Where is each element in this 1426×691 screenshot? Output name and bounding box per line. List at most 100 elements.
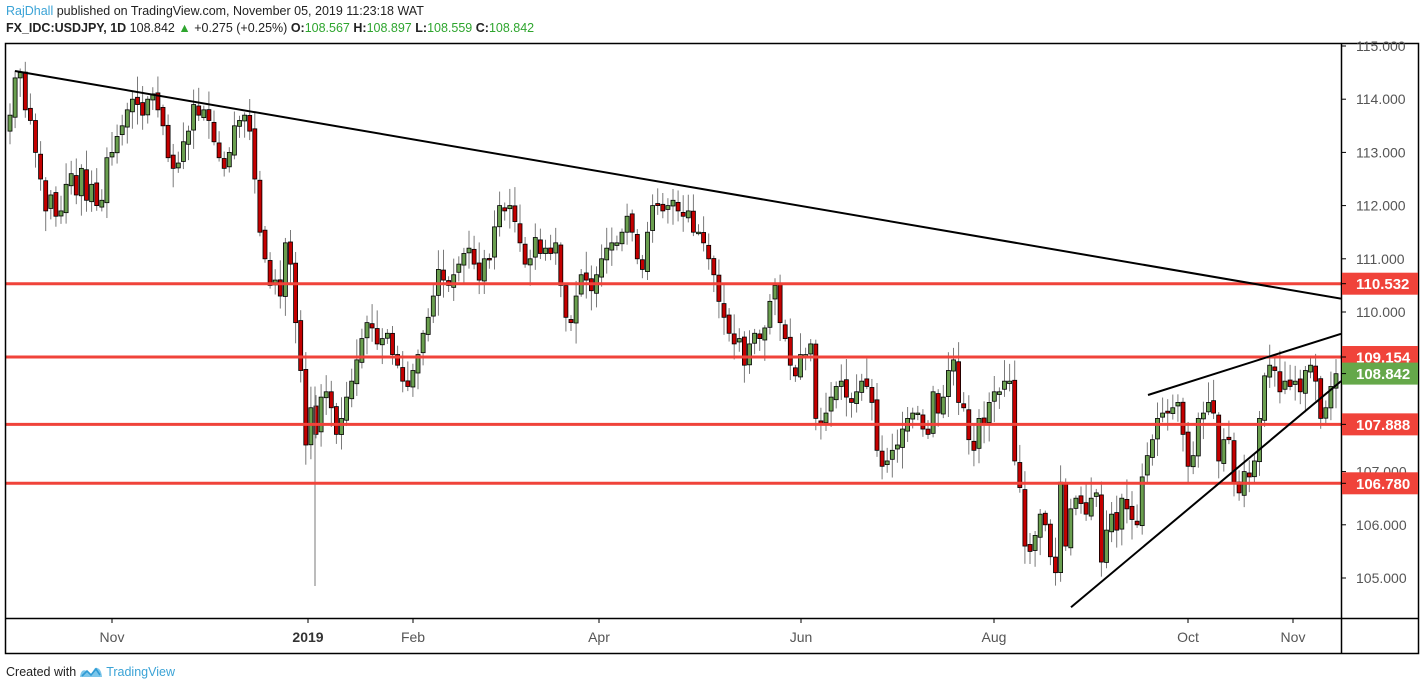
- candle-body: [374, 328, 380, 345]
- candle-body: [1114, 512, 1120, 531]
- candlestick-series: [7, 61, 1339, 586]
- candle-body: [548, 247, 553, 254]
- candle-body: [1185, 431, 1191, 467]
- svg-text:106.780: 106.780: [1356, 476, 1410, 493]
- candle-body: [1262, 375, 1267, 421]
- candle-body: [48, 194, 54, 209]
- open-label: O:: [290, 21, 305, 35]
- trendlines[interactable]: [14, 70, 1341, 609]
- candle-body: [609, 242, 615, 251]
- price-axis[interactable]: 115.000 114.000 113.000 112.000 111.000 110.0…: [1341, 38, 1407, 586]
- descending-resistance-line[interactable]: [14, 70, 1341, 300]
- candle-body: [889, 449, 895, 460]
- candle-body: [1165, 410, 1171, 414]
- candle-body: [1109, 513, 1114, 533]
- candle-body: [420, 332, 426, 354]
- candle-body: [670, 199, 676, 207]
- author-link[interactable]: RajDhall: [6, 4, 54, 18]
- price-tick-label: 114.000: [1356, 91, 1406, 107]
- candle-body: [242, 114, 248, 122]
- candle-body: [680, 211, 686, 217]
- candle-body: [1027, 544, 1033, 552]
- candle-body: [701, 232, 706, 244]
- candle-body: [527, 258, 533, 266]
- candle-body: [1231, 440, 1237, 483]
- candle-body: [405, 380, 411, 387]
- candle-body: [568, 319, 574, 324]
- candle-body: [538, 239, 543, 254]
- price-tick-label: 110.000: [1356, 304, 1406, 320]
- candle-body: [1002, 380, 1007, 390]
- candle-body: [369, 323, 375, 329]
- rising-wedge-lower-line[interactable]: [1070, 380, 1341, 609]
- candle-body: [1144, 455, 1150, 476]
- symbol-legend: FX_IDC:USDJPY, 1D 108.842 ▲ +0.275 (+0.2…: [6, 21, 534, 35]
- candle-body: [808, 343, 814, 355]
- candle-body: [1104, 529, 1109, 563]
- candle-body: [221, 158, 227, 169]
- price-tick-label: 113.000: [1356, 144, 1406, 160]
- created-with-text: Created with: [6, 665, 77, 679]
- candle-body: [119, 125, 125, 136]
- change-value: +0.275 (+0.25%): [194, 21, 288, 35]
- candle-body: [155, 92, 161, 111]
- candle-body: [1037, 513, 1043, 538]
- price-tick-label: 105.000: [1356, 570, 1407, 586]
- tradingview-link[interactable]: TradingView: [106, 665, 175, 679]
- candle-body: [410, 370, 416, 388]
- candle-body: [793, 367, 798, 377]
- candle-body: [1058, 481, 1063, 573]
- time-tick-label: Oct: [1177, 629, 1199, 645]
- candle-body: [1257, 417, 1262, 463]
- candle-body: [1083, 502, 1089, 515]
- time-tick-label: Jun: [790, 629, 813, 645]
- candle-body: [507, 205, 513, 210]
- candle-body: [466, 247, 472, 254]
- candle-body: [252, 128, 258, 180]
- candle-body: [762, 327, 768, 341]
- candle-body: [33, 120, 38, 153]
- candle-body: [124, 109, 130, 128]
- candle-body: [175, 162, 181, 169]
- time-tick-label: Nov: [1281, 629, 1306, 645]
- candle-body: [364, 322, 370, 339]
- candle-body: [879, 450, 885, 467]
- candle-body: [1267, 364, 1273, 378]
- candle-body: [961, 403, 967, 409]
- candle-body: [731, 333, 737, 345]
- price-tick-label: 111.000: [1356, 251, 1405, 267]
- candle-body: [231, 125, 237, 156]
- candle-body: [563, 285, 569, 318]
- candle-body: [1175, 402, 1181, 407]
- candle-body: [308, 407, 314, 446]
- candle-body: [349, 380, 355, 400]
- rising-wedge-upper-line[interactable]: [1147, 332, 1341, 396]
- candle-body: [114, 136, 120, 154]
- candle-body: [441, 269, 446, 281]
- candle-body: [1093, 492, 1099, 497]
- candle-body: [1170, 407, 1176, 414]
- time-axis[interactable]: Nov 2019 Feb Apr Jun Aug Oct Nov: [100, 618, 1306, 645]
- candle-body: [53, 192, 59, 217]
- candle-body: [940, 396, 946, 415]
- candle-body: [900, 428, 905, 448]
- candle-body: [313, 405, 319, 435]
- candle-body: [160, 107, 166, 127]
- candle-body: [191, 104, 197, 131]
- horizontal-levels[interactable]: [6, 282, 1341, 485]
- candle-body: [201, 109, 207, 119]
- candle-body: [747, 343, 752, 366]
- candle-body: [344, 396, 350, 421]
- tradingview-logo-icon: [80, 667, 103, 677]
- candle-body: [629, 213, 635, 233]
- candle-body: [1048, 523, 1053, 558]
- low-label: L:: [415, 21, 428, 35]
- candle-body: [742, 336, 747, 366]
- candle-body: [196, 105, 202, 116]
- candle-body: [456, 263, 462, 273]
- candle-body: [89, 183, 94, 203]
- candle-body: [782, 324, 788, 340]
- time-tick-label: Aug: [982, 629, 1007, 645]
- candle-body: [476, 262, 482, 281]
